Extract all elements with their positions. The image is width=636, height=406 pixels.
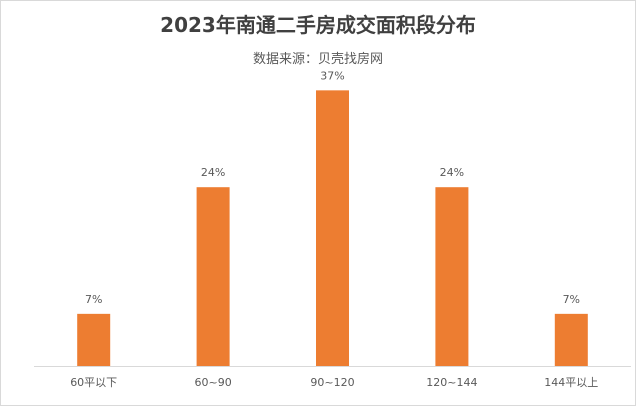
bar-1 — [196, 187, 230, 366]
chart-subtitle: 数据来源：贝壳找房网 — [252, 52, 383, 67]
x-tick-label-2: 90~120 — [310, 376, 354, 389]
x-tick-label-1: 60~90 — [194, 376, 231, 389]
data-label-4: 7% — [563, 293, 580, 306]
x-tick-label-4: 144平以上 — [544, 376, 598, 389]
chart-title: 2023年南通二手房成交面积段分布 — [160, 13, 476, 37]
data-label-1: 24% — [201, 166, 225, 179]
bar-0 — [77, 313, 111, 366]
x-tick-label-3: 120~144 — [426, 376, 477, 389]
data-label-3: 24% — [440, 166, 464, 179]
bar-2 — [316, 90, 349, 366]
data-label-2: 37% — [320, 69, 344, 82]
bar-4 — [554, 313, 588, 366]
bar-3 — [435, 187, 469, 366]
x-tick-label-0: 60平以下 — [70, 376, 117, 389]
data-label-0: 7% — [85, 293, 102, 306]
